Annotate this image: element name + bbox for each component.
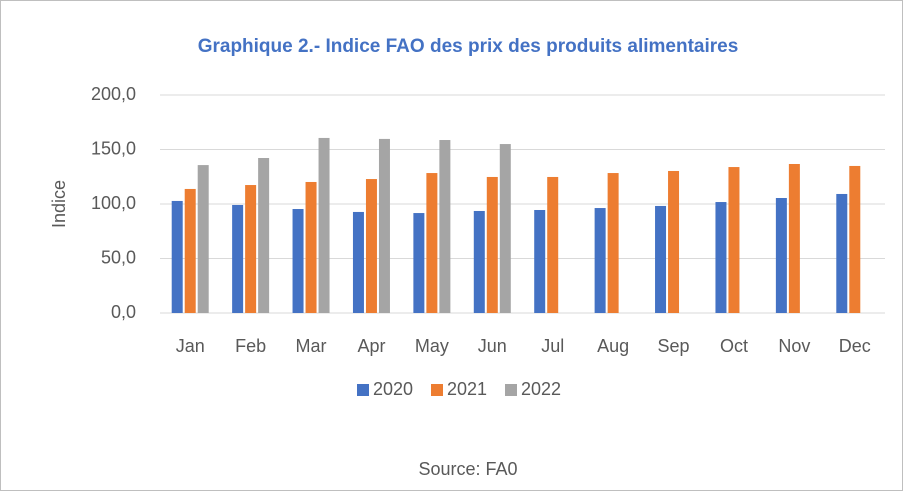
bar [232, 204, 244, 313]
x-tick-label: Aug [597, 336, 629, 356]
bar [788, 163, 800, 313]
bar [715, 202, 727, 313]
bar [258, 158, 270, 313]
x-tick-label: Feb [235, 336, 266, 356]
legend-label: 2020 [373, 379, 413, 399]
y-tick-label: 0,0 [111, 302, 136, 322]
chart-title: Graphique 2.- Indice FAO des prix des pr… [198, 36, 739, 57]
legend-swatch [357, 384, 369, 396]
bar [305, 181, 317, 313]
bar [378, 138, 390, 313]
bar [292, 209, 304, 313]
legend-label: 2022 [521, 379, 561, 399]
bar [594, 208, 606, 313]
bar [197, 165, 209, 313]
bar [318, 137, 330, 313]
bar [413, 213, 425, 313]
y-axis-label: Indice [49, 180, 69, 228]
bar [439, 140, 451, 313]
x-tick-label: Apr [357, 336, 385, 356]
y-tick-label: 100,0 [91, 193, 136, 213]
y-tick-label: 50,0 [101, 247, 136, 267]
x-tick-label: Dec [839, 336, 871, 356]
bar [775, 198, 787, 313]
y-tick-label: 200,0 [91, 84, 136, 104]
legend-swatch [505, 384, 517, 396]
bar [426, 173, 438, 313]
bar [486, 176, 498, 313]
bar [547, 176, 559, 313]
bar [668, 170, 680, 313]
bar [728, 167, 740, 313]
bar [849, 165, 861, 313]
bar [473, 210, 485, 313]
bar [365, 179, 377, 313]
bar [184, 188, 196, 313]
source: Source: FA0 [418, 459, 517, 479]
bar [836, 193, 848, 313]
bar [607, 173, 619, 313]
y-tick-label: 150,0 [91, 138, 136, 158]
bar [245, 185, 257, 313]
bar [499, 144, 511, 313]
x-tick-label: May [415, 336, 449, 356]
x-tick-label: Jun [478, 336, 507, 356]
x-tick-label: Oct [720, 336, 748, 356]
x-tick-label: Jan [176, 336, 205, 356]
legend-label: 2021 [447, 379, 487, 399]
bar [171, 200, 183, 313]
x-tick-label: Jul [541, 336, 564, 356]
x-tick-label: Nov [778, 336, 810, 356]
legend-swatch [431, 384, 443, 396]
x-tick-label: Sep [658, 336, 690, 356]
x-tick-label: Mar [296, 336, 327, 356]
bar [352, 211, 364, 313]
bar [534, 209, 546, 313]
bar [655, 205, 667, 313]
